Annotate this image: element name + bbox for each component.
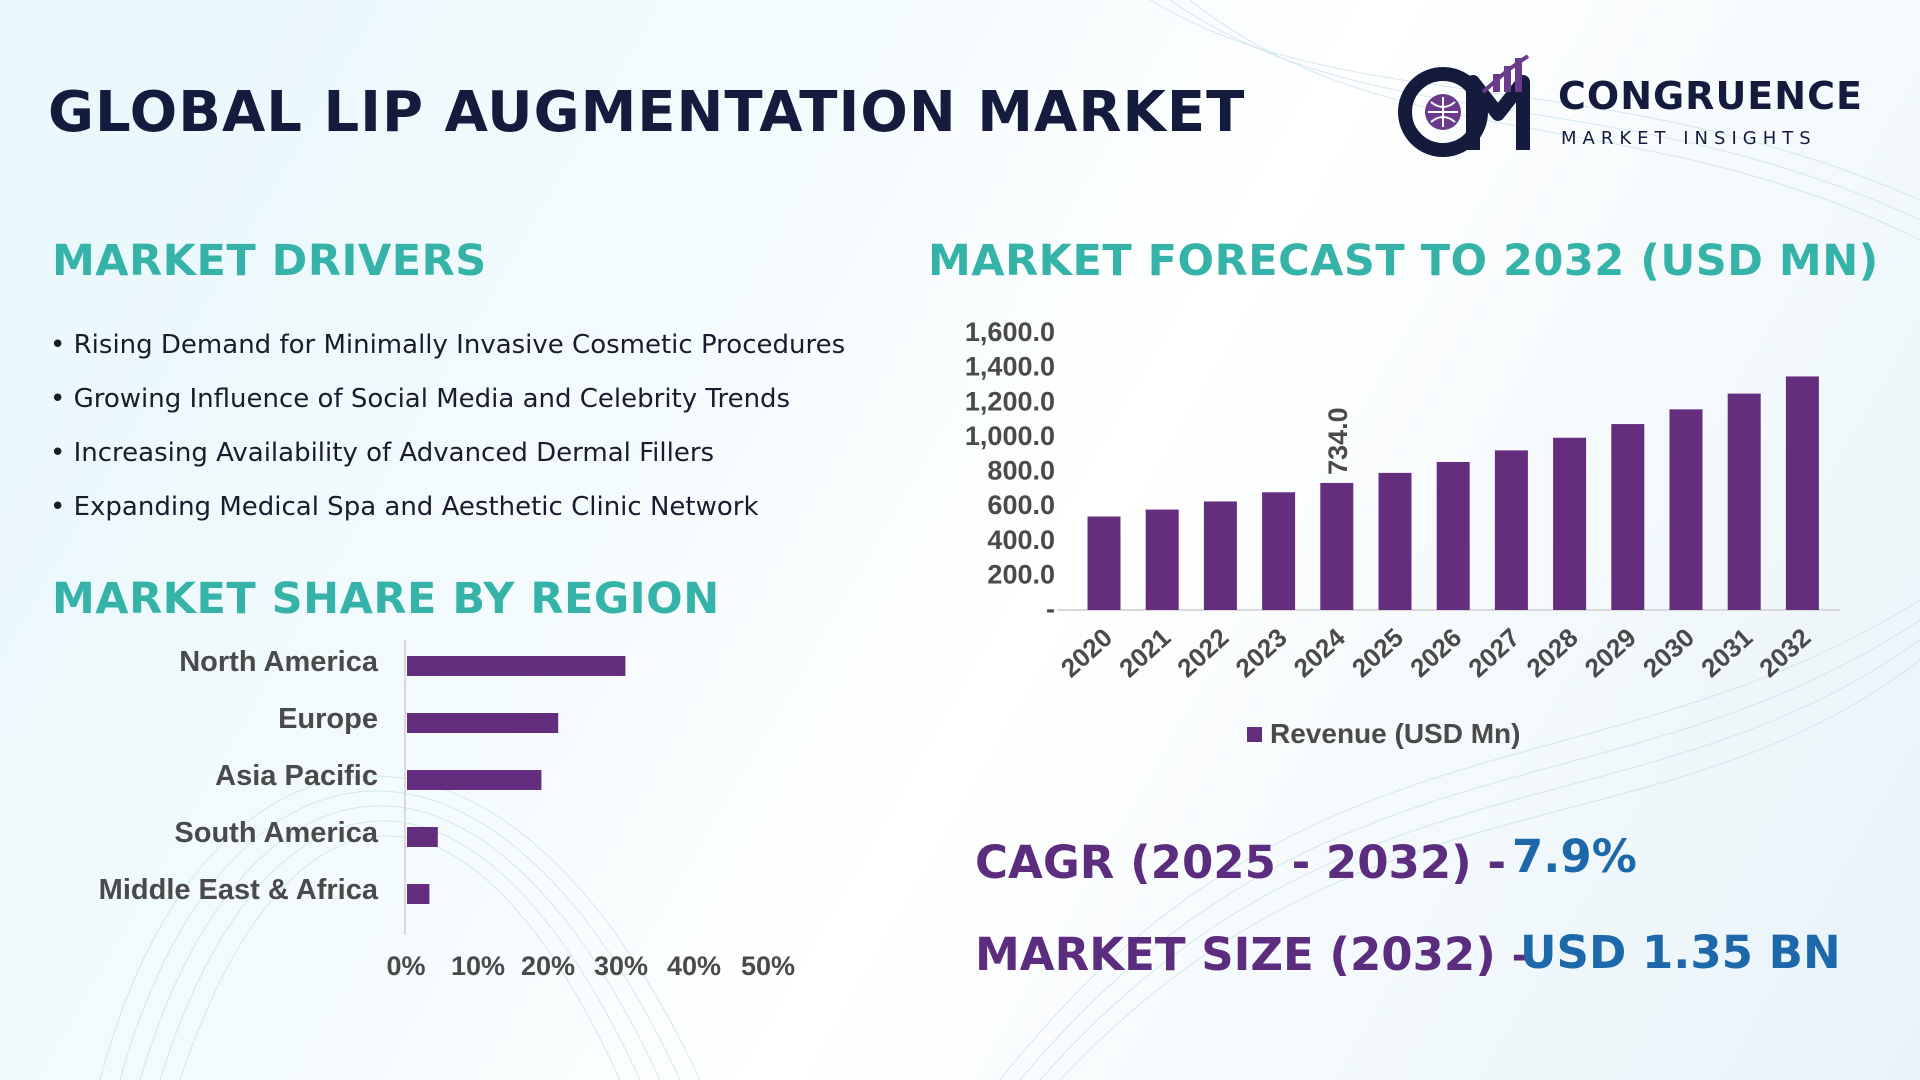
region-category-label: Europe — [278, 703, 378, 735]
forecast-bar — [1611, 424, 1645, 610]
driver-item: • Expanding Medical Spa and Aesthetic Cl… — [50, 492, 759, 522]
forecast-bar — [1087, 516, 1121, 610]
logo-wordmark: CONGRUENCE — [1558, 74, 1863, 118]
forecast-x-tick: 2028 — [1521, 622, 1584, 683]
forecast-x-tick: 2021 — [1113, 622, 1176, 683]
forecast-y-tick: 1,200.0 — [965, 386, 1055, 416]
forecast-x-tick: 2020 — [1055, 622, 1118, 683]
forecast-chart: - 200.0 400.0 600.0 800.0 1,000.0 1,200.0 1,400… — [965, 317, 1840, 749]
forecast-x-tick: 2022 — [1171, 622, 1234, 683]
forecast-x-tick: 2030 — [1637, 622, 1700, 683]
forecast-y-tick: 600.0 — [987, 490, 1055, 520]
forecast-bar — [1378, 472, 1412, 610]
logo-mark-icon — [1398, 54, 1530, 157]
forecast-x-tick: 2024 — [1288, 622, 1351, 683]
forecast-bar — [1785, 376, 1819, 610]
forecast-y-tick: 1,000.0 — [965, 421, 1055, 451]
region-axis-tick: 10% — [451, 951, 505, 981]
legend-swatch — [1247, 727, 1262, 742]
region-bar — [407, 770, 542, 790]
forecast-bar — [1262, 492, 1296, 610]
region-category-label: North America — [179, 646, 379, 678]
forecast-y-tick: 400.0 — [987, 525, 1055, 555]
forecast-bar — [1494, 450, 1528, 610]
drivers-heading: MARKET DRIVERS — [52, 236, 487, 286]
forecast-data-label: 734.0 — [1323, 407, 1353, 475]
region-axis-tick: 50% — [741, 951, 795, 981]
forecast-bar — [1436, 461, 1470, 610]
region-axis-tick: 30% — [594, 951, 648, 981]
cagr-label: CAGR (2025 - 2032) - — [975, 836, 1507, 889]
region-bar — [407, 713, 559, 733]
forecast-y-tick: 800.0 — [987, 456, 1055, 486]
forecast-bar — [1553, 437, 1587, 610]
forecast-x-tick: 2025 — [1346, 622, 1409, 683]
driver-item: • Rising Demand for Minimally Invasive C… — [50, 330, 846, 360]
company-logo: CONGRUENCE MARKET INSIGHTS — [1398, 52, 1878, 162]
driver-item: • Growing Influence of Social Media and … — [50, 384, 791, 414]
region-axis-tick: 20% — [521, 951, 575, 981]
forecast-x-tick: 2031 — [1695, 622, 1758, 683]
market-size-value: USD 1.35 BN — [1520, 926, 1841, 979]
region-category-label: Middle East & Africa — [99, 874, 379, 906]
forecast-x-tick: 2032 — [1753, 622, 1816, 683]
drivers-list: • Rising Demand for Minimally Invasive C… — [50, 325, 910, 541]
forecast-x-tick: 2023 — [1230, 622, 1293, 683]
region-bar — [407, 884, 430, 904]
forecast-y-tick: 1,600.0 — [965, 317, 1055, 347]
forecast-bar — [1145, 509, 1179, 610]
forecast-bar — [1669, 409, 1703, 610]
forecast-x-tick: 2027 — [1462, 622, 1525, 683]
region-category-label: South America — [174, 817, 378, 849]
region-heading: MARKET SHARE BY REGION — [52, 574, 720, 624]
forecast-y-tick: - — [1046, 594, 1055, 624]
market-size-label: MARKET SIZE (2032) – — [975, 928, 1534, 981]
forecast-bar — [1203, 501, 1237, 610]
forecast-bar — [1320, 482, 1354, 610]
forecast-y-tick: 200.0 — [987, 559, 1055, 589]
region-bar — [407, 656, 626, 676]
legend-label: Revenue (USD Mn) — [1270, 718, 1520, 749]
forecast-y-tick: 1,400.0 — [965, 352, 1055, 382]
cagr-value: 7.9% — [1512, 830, 1637, 883]
region-axis-tick: 0% — [386, 951, 425, 981]
forecast-bar — [1727, 393, 1761, 610]
forecast-heading: MARKET FORECAST TO 2032 (USD MN) — [928, 236, 1879, 286]
logo-tagline: MARKET INSIGHTS — [1561, 128, 1817, 149]
forecast-x-tick: 2029 — [1579, 622, 1642, 683]
region-share-chart: North America Europe Asia Pacific South Ame… — [99, 640, 795, 981]
page-title: GLOBAL LIP AUGMENTATION MARKET — [48, 80, 1246, 145]
forecast-x-tick: 2026 — [1404, 622, 1467, 683]
driver-item: • Increasing Availability of Advanced De… — [50, 438, 715, 468]
region-category-label: Asia Pacific — [215, 760, 378, 792]
region-axis-tick: 40% — [667, 951, 721, 981]
region-bar — [407, 827, 438, 847]
